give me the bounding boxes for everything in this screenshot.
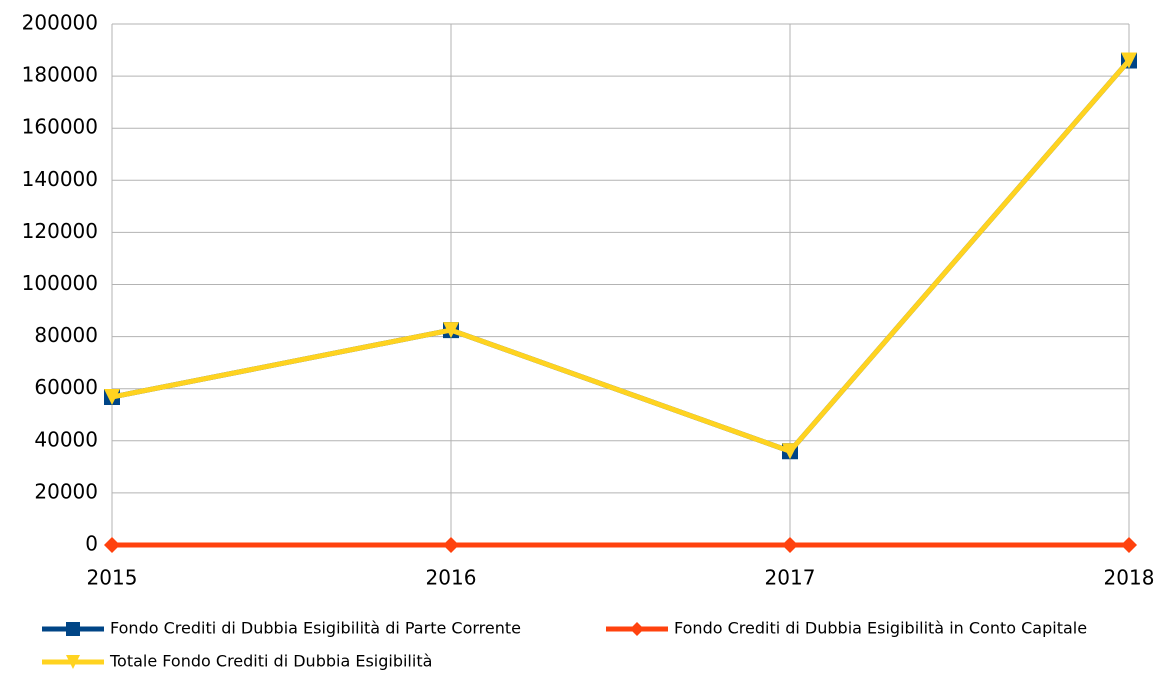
y-tick-label: 120000 [22, 219, 98, 243]
marker [630, 622, 644, 636]
marker [66, 622, 80, 636]
y-tick-label: 160000 [22, 115, 98, 139]
y-tick-label: 180000 [22, 63, 98, 87]
marker [1121, 537, 1137, 553]
y-tick-label: 20000 [34, 479, 98, 503]
y-tick-label: 60000 [34, 375, 98, 399]
y-tick-label: 40000 [34, 427, 98, 451]
legend-label: Fondo Crediti di Dubbia Esigibilità in C… [674, 619, 1087, 638]
x-tick-label: 2017 [765, 566, 816, 590]
series-line [111, 58, 1131, 454]
x-tick-label: 2018 [1104, 566, 1155, 590]
marker [1121, 52, 1137, 69]
marker [443, 322, 459, 339]
y-tick-label: 100000 [22, 271, 98, 295]
legend-label: Fondo Crediti di Dubbia Esigibilità di P… [110, 619, 521, 638]
x-tick-label: 2015 [87, 566, 138, 590]
marker [66, 655, 80, 669]
y-tick-label: 0 [85, 532, 98, 556]
marker [782, 537, 798, 553]
y-tick-label: 200000 [22, 11, 98, 35]
marker [104, 537, 120, 553]
y-tick-label: 80000 [34, 323, 98, 347]
legend-label: Totale Fondo Crediti di Dubbia Esigibili… [109, 652, 432, 671]
x-tick-label: 2016 [426, 566, 477, 590]
marker [104, 389, 120, 406]
marker [443, 537, 459, 553]
y-tick-label: 140000 [22, 167, 98, 191]
marker [782, 443, 798, 460]
